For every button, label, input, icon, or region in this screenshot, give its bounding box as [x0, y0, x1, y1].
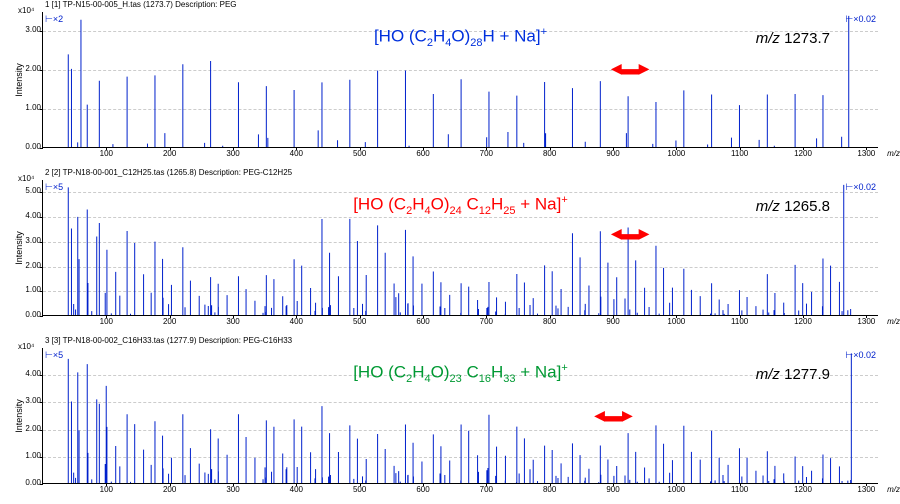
mz-value-label: m/z 1273.7	[756, 30, 830, 47]
x-tick-label: 400	[290, 483, 303, 494]
spectrum-panel-2: 2 [2] TP-N18-00-001_C12H25.tas (1265.8) …	[0, 168, 900, 336]
x-tick-label: 1100	[731, 483, 748, 494]
x-tick-label: 800	[543, 483, 556, 494]
y-tick-label: 1.00	[25, 452, 43, 460]
y-tick-label: 0.00	[25, 311, 43, 319]
panel-header: 2 [2] TP-N18-00-001_C12H25.tas (1265.8) …	[45, 168, 292, 177]
x-tick-label: 700	[480, 147, 493, 158]
ion-formula: [HO (C2H4O)28H + Na]+	[374, 26, 547, 49]
scale-badge-left: ⊢×2	[45, 14, 63, 25]
x-tick-label: 500	[353, 483, 366, 494]
y-tick-label: 5.00	[25, 187, 43, 195]
x-tick-label: 400	[290, 147, 303, 158]
x-tick-label: 1000	[667, 147, 685, 158]
scale-badge-right: ⊢×0.02	[845, 350, 876, 361]
x-tick-label: 500	[353, 315, 366, 326]
y-tick-label: 3.00	[25, 237, 43, 245]
y-tick-label: 4.00	[25, 212, 43, 220]
y-tick-label: 2.00	[25, 65, 43, 73]
spectrum-panel-3: 3 [3] TP-N18-00-002_C16H33.tas (1277.9) …	[0, 336, 900, 504]
y-axis-label: Intensity	[14, 231, 24, 265]
x-tick-label: 300	[226, 147, 239, 158]
scale-badge-left: ⊢×5	[45, 350, 63, 361]
x-tick-label: 900	[606, 147, 619, 158]
x-tick-label: 1100	[731, 147, 748, 158]
x-tick-label: 200	[163, 147, 176, 158]
scale-badge-right: ⊢×0.02	[845, 14, 876, 25]
y-exponent: x10⁴	[18, 342, 34, 351]
double-arrow-icon: ◄▬►	[607, 59, 649, 80]
plot-area: 0.001.002.003.004.0010020030040050060070…	[42, 348, 878, 484]
x-tick-label: 1300	[857, 315, 875, 326]
x-tick-label: 500	[353, 147, 366, 158]
y-tick-label: 0.00	[25, 143, 43, 151]
y-tick-label: 1.00	[25, 286, 43, 294]
x-tick-label: 300	[226, 483, 239, 494]
x-tick-label: 800	[543, 315, 556, 326]
y-tick-label: 4.00	[25, 370, 43, 378]
x-tick-label: 1100	[731, 315, 748, 326]
panel-header: 1 [1] TP-N15-00-005_H.tas (1273.7) Descr…	[45, 0, 237, 9]
mz-value-label: m/z 1265.8	[756, 198, 830, 215]
x-tick-label: 1000	[667, 315, 685, 326]
x-tick-label: 700	[480, 315, 493, 326]
double-arrow-icon: ◄▬►	[607, 224, 649, 245]
ion-formula: [HO (C2H4O)24 C12H25 + Na]+	[353, 194, 568, 217]
plot-area: 0.001.002.003.00100200300400500600700800…	[42, 12, 878, 148]
x-tick-label: 1000	[667, 483, 685, 494]
x-tick-label: 100	[100, 315, 113, 326]
x-tick-label: 700	[480, 483, 493, 494]
panel-header: 3 [3] TP-N18-00-002_C16H33.tas (1277.9) …	[45, 336, 292, 345]
x-tick-label: 1300	[857, 147, 875, 158]
spectrum-panel-1: 1 [1] TP-N15-00-005_H.tas (1273.7) Descr…	[0, 0, 900, 168]
y-tick-label: 3.00	[25, 397, 43, 405]
y-tick-label: 3.00	[25, 26, 43, 34]
x-tick-label: 200	[163, 315, 176, 326]
y-axis-label: Intensity	[14, 63, 24, 97]
ion-formula: [HO (C2H4O)23 C16H33 + Na]+	[353, 362, 568, 385]
x-tick-label: 1300	[857, 483, 875, 494]
y-exponent: x10⁴	[18, 6, 34, 15]
y-exponent: x10⁴	[18, 174, 34, 183]
x-tick-label: 600	[416, 315, 429, 326]
x-tick-label: 900	[606, 315, 619, 326]
double-arrow-icon: ◄▬►	[591, 406, 633, 427]
x-tick-label: 600	[416, 483, 429, 494]
x-tick-label: 300	[226, 315, 239, 326]
y-axis-label: Intensity	[14, 399, 24, 433]
x-tick-label: 1200	[794, 483, 812, 494]
y-tick-label: 2.00	[25, 425, 43, 433]
x-tick-label: 1200	[794, 315, 812, 326]
x-tick-label: 100	[100, 483, 113, 494]
x-tick-label: 900	[606, 483, 619, 494]
x-tick-label: 600	[416, 147, 429, 158]
x-axis-label: m/z	[887, 315, 900, 326]
y-tick-label: 2.00	[25, 262, 43, 270]
mz-value-label: m/z 1277.9	[756, 366, 830, 383]
y-tick-label: 0.00	[25, 479, 43, 487]
x-tick-label: 800	[543, 147, 556, 158]
plot-area: 0.001.002.003.004.005.001002003004005006…	[42, 180, 878, 316]
x-axis-label: m/z	[887, 147, 900, 158]
scale-badge-right: ⊢×0.02	[845, 182, 876, 193]
x-tick-label: 200	[163, 483, 176, 494]
scale-badge-left: ⊢×5	[45, 182, 63, 193]
x-tick-label: 1200	[794, 147, 812, 158]
x-tick-label: 100	[100, 147, 113, 158]
x-tick-label: 400	[290, 315, 303, 326]
y-tick-label: 1.00	[25, 104, 43, 112]
x-axis-label: m/z	[887, 483, 900, 494]
